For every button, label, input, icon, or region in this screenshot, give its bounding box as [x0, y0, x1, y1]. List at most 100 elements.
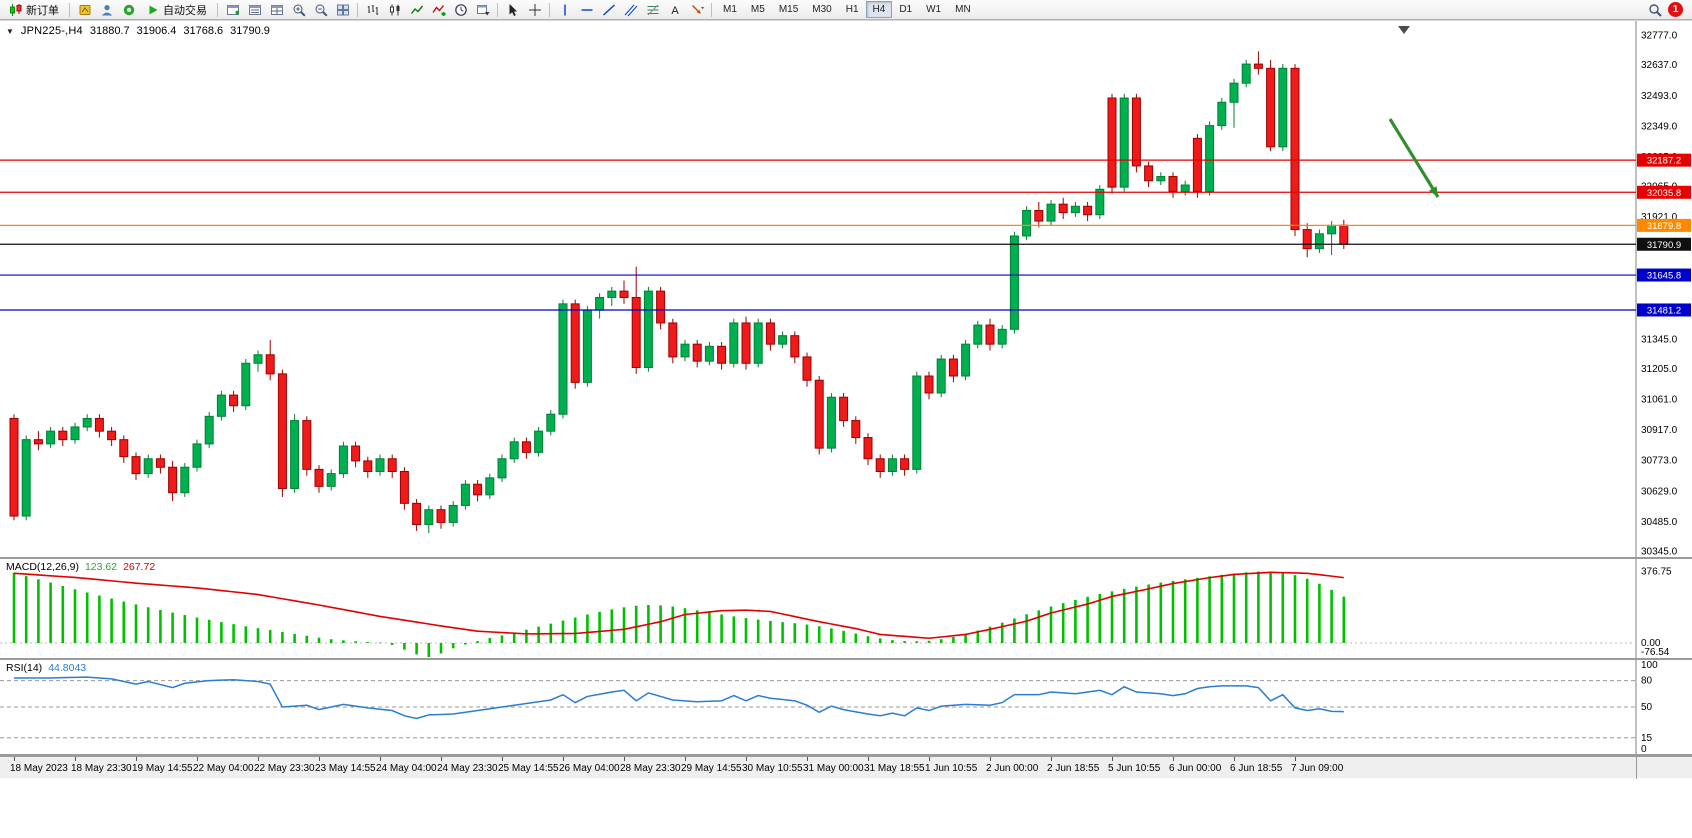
horizontal-line-button[interactable] — [576, 1, 597, 19]
toolbar-separator — [357, 2, 358, 17]
time-axis-label: 30 May 10:55 — [742, 763, 803, 774]
time-axis-label: 28 May 23:30 — [620, 763, 681, 774]
time-axis-label: 2 Jun 00:00 — [986, 763, 1039, 774]
search-button[interactable] — [1644, 1, 1665, 19]
pane-splitter[interactable] — [0, 658, 1692, 660]
svg-text:-76.54: -76.54 — [1641, 647, 1670, 658]
symbol-dropdown-arrow[interactable]: ▼ — [6, 26, 14, 36]
zoom-in-button[interactable] — [288, 1, 309, 19]
cursor-button[interactable] — [502, 1, 523, 19]
time-axis-label: 7 Jun 09:00 — [1291, 763, 1344, 774]
channel-button[interactable] — [620, 1, 641, 19]
time-axis-label: 5 Jun 10:55 — [1108, 763, 1161, 774]
periods-button[interactable] — [450, 1, 471, 19]
crosshair-button[interactable] — [524, 1, 545, 19]
trendline-icon — [602, 3, 615, 16]
rsi-label: RSI(14) — [6, 662, 43, 674]
time-axis[interactable]: 18 May 2023 18 May 23:30 19 May 14:55 22 Ma… — [0, 756, 1692, 779]
timeframe-button-h1[interactable]: H1 — [845, 4, 859, 15]
time-tick — [746, 757, 747, 761]
window-filler — [0, 778, 1692, 838]
time-axis-label: 1 Jun 10:55 — [925, 763, 978, 774]
zoom-out-button[interactable] — [310, 1, 331, 19]
chart-title: ▼ JPN225-,H4 31880.7 31906.4 31768.6 317… — [6, 25, 270, 37]
timeframe-button-w1[interactable]: W1 — [926, 4, 942, 15]
time-axis-label: 26 May 04:00 — [559, 763, 620, 774]
arrows-button[interactable] — [686, 1, 707, 19]
bar-chart-icon — [367, 4, 378, 15]
toolbar-separator — [217, 2, 218, 17]
pane-splitter[interactable] — [0, 754, 1692, 756]
timeframe-button-mn[interactable]: MN — [955, 4, 971, 15]
notification-badge[interactable]: 1 — [1668, 2, 1683, 17]
time-tick — [75, 757, 76, 761]
time-tick — [1051, 757, 1052, 761]
text-icon: A — [671, 5, 679, 17]
time-tick — [1173, 757, 1174, 761]
templates-button[interactable] — [472, 1, 493, 19]
time-tick — [136, 757, 137, 761]
svg-text:31481.2: 31481.2 — [1647, 305, 1681, 316]
svg-text:32637.0: 32637.0 — [1641, 60, 1678, 71]
line-chart-button[interactable] — [406, 1, 427, 19]
time-tick — [807, 757, 808, 761]
support-button[interactable] — [118, 1, 139, 19]
trendline-button[interactable] — [598, 1, 619, 19]
tile-windows-button[interactable] — [332, 1, 353, 19]
time-tick — [441, 757, 442, 761]
vertical-line-button[interactable] — [554, 1, 575, 19]
fibonacci-button[interactable] — [642, 1, 663, 19]
data-window-icon — [270, 4, 283, 15]
macd-label: MACD(12,26,9) — [6, 561, 79, 573]
svg-text:32035.8: 32035.8 — [1647, 188, 1681, 199]
macd-chart[interactable]: 376.75 0.00-76.54 — [0, 559, 1692, 658]
candlestick-chart-button[interactable] — [384, 1, 405, 19]
bar-chart-button[interactable] — [362, 1, 383, 19]
rsi-indicator-label: RSI(14) 44.8043 — [6, 662, 86, 674]
chart-profiles-icon — [248, 4, 261, 15]
timeframe-button-h4[interactable]: H4 — [865, 1, 893, 18]
ohlc-high: 31906.4 — [136, 25, 177, 37]
time-axis-label: 18 May 23:30 — [71, 763, 132, 774]
data-window-button[interactable] — [266, 1, 287, 19]
time-tick — [380, 757, 381, 761]
svg-text:32187.2: 32187.2 — [1647, 156, 1681, 167]
main-chart-pane: 32777.032637.032493.032349.032205.032065… — [0, 21, 1692, 557]
macd-indicator-label: MACD(12,26,9) 123.62 267.72 — [6, 561, 155, 573]
toolbar-separator — [69, 2, 70, 17]
new-chart-button[interactable] — [222, 1, 243, 19]
autotrading-label: 自动交易 — [163, 4, 207, 17]
autotrading-button[interactable]: 自动交易 — [140, 1, 213, 19]
svg-text:50: 50 — [1641, 702, 1653, 713]
time-axis-label: 31 May 18:55 — [864, 763, 925, 774]
svg-text:30773.0: 30773.0 — [1641, 456, 1678, 467]
user-icon — [101, 4, 112, 15]
chart-window: 32777.032637.032493.032349.032205.032065… — [0, 20, 1692, 838]
text-button[interactable]: A — [664, 1, 685, 19]
timeframe-button-m1[interactable]: M1 — [723, 4, 737, 15]
pane-splitter[interactable] — [0, 557, 1692, 559]
main-toolbar: 新订单 自动交易 A M1 M5 M15 M30 H1 H4 D1 W1 MN 1 — [0, 0, 1692, 20]
svg-text:0: 0 — [1641, 744, 1647, 754]
channel-icon — [624, 4, 637, 16]
timeframe-button-d1[interactable]: D1 — [899, 4, 913, 15]
candlestick-chart[interactable]: 32777.032637.032493.032349.032205.032065… — [0, 21, 1692, 557]
svg-text:31645.8: 31645.8 — [1647, 271, 1681, 282]
metaeditor-button[interactable] — [74, 1, 95, 19]
cursor-icon — [509, 3, 517, 16]
indicators-button[interactable] — [428, 1, 449, 19]
community-button[interactable] — [96, 1, 117, 19]
new-order-button[interactable]: 新订单 — [3, 1, 65, 19]
timeframe-button-m15[interactable]: M15 — [778, 4, 799, 15]
timeframe-button-m30[interactable]: M30 — [812, 4, 832, 15]
time-tick — [319, 757, 320, 761]
macd-signal-value: 267.72 — [123, 561, 156, 573]
chart-profiles-button[interactable] — [244, 1, 265, 19]
time-axis-label: 25 May 14:55 — [498, 763, 559, 774]
macd-main-value: 123.62 — [84, 561, 118, 573]
toolbar-separator — [711, 2, 712, 17]
time-tick — [502, 757, 503, 761]
rsi-chart[interactable]: 100 80 50 150 — [0, 660, 1692, 754]
time-axis-label: 22 May 04:00 — [193, 763, 254, 774]
timeframe-button-m5[interactable]: M5 — [750, 4, 765, 15]
